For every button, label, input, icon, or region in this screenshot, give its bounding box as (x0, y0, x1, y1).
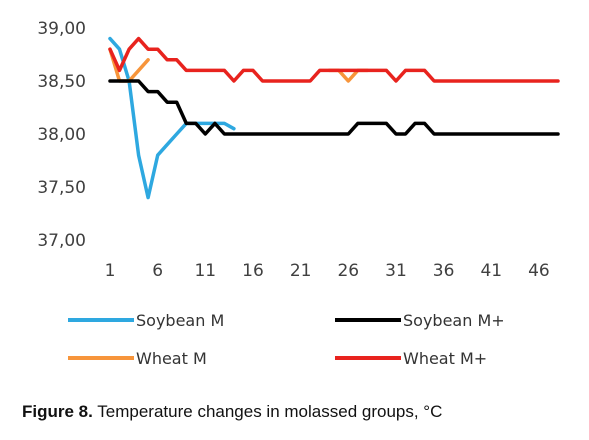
legend-label: Wheat M+ (403, 349, 487, 368)
x-tick-label: 11 (194, 261, 216, 281)
x-tick-label: 16 (242, 261, 264, 281)
y-tick-label: 37,50 (37, 178, 86, 198)
x-tick-label: 31 (385, 261, 407, 281)
figure-caption-text: Temperature changes in molassed groups, … (97, 402, 443, 421)
series-line (108, 36, 560, 83)
y-tick-label: 37,00 (37, 231, 86, 251)
figure-caption: Figure 8. Temperature changes in molasse… (22, 402, 442, 422)
series-line (108, 79, 560, 136)
series-lines (108, 36, 560, 200)
y-axis-ticks: 37,00 37,50 38,00 38,50 39,00 (37, 19, 86, 251)
x-tick-label: 36 (433, 261, 455, 281)
y-tick-label: 38,50 (37, 72, 86, 92)
x-tick-label: 21 (290, 261, 312, 281)
x-tick-label: 46 (528, 261, 550, 281)
x-axis-ticks: 1 6 11 16 21 26 31 36 41 46 (105, 261, 550, 281)
legend: Soybean M Soybean M+ Wheat M Wheat M+ (68, 311, 505, 368)
x-tick-label: 6 (152, 261, 163, 281)
legend-label: Soybean M (136, 311, 224, 330)
figure-label: Figure 8. (22, 402, 93, 421)
y-tick-label: 39,00 (37, 19, 86, 39)
x-tick-label: 41 (480, 261, 502, 281)
legend-label: Soybean M+ (403, 311, 505, 330)
y-tick-label: 38,00 (37, 125, 86, 145)
x-tick-label: 1 (105, 261, 116, 281)
series-line (108, 36, 236, 200)
legend-label: Wheat M (136, 349, 207, 368)
x-tick-label: 26 (337, 261, 359, 281)
